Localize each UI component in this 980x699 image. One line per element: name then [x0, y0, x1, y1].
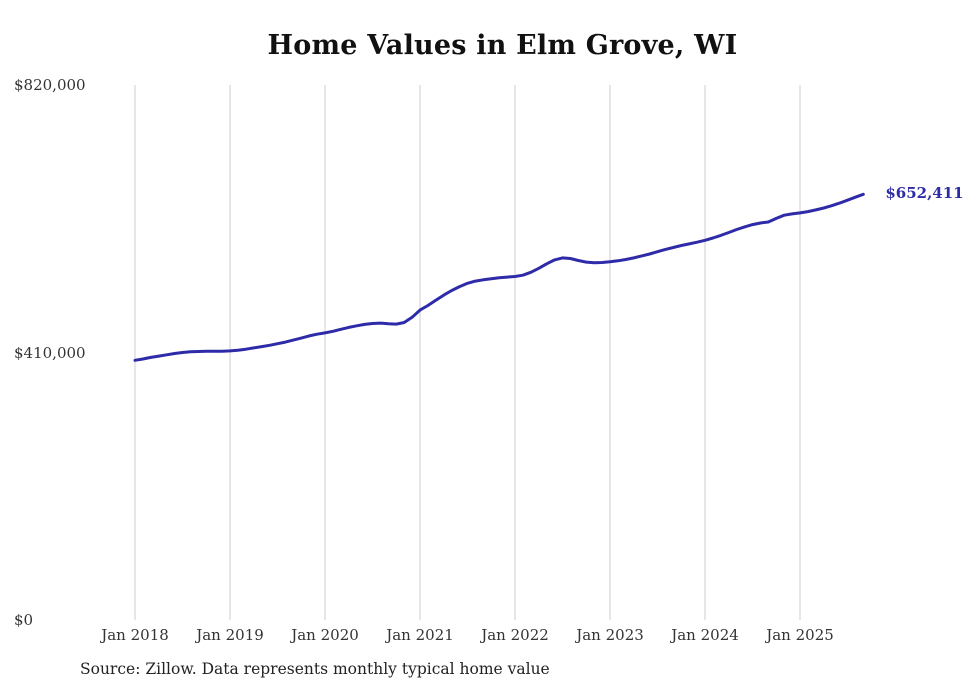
x-axis-label: Jan 2023 [576, 626, 644, 644]
y-axis-label: $0 [14, 611, 34, 629]
source-note: Source: Zillow. Data represents monthly … [80, 660, 550, 678]
y-axis-label: $820,000 [14, 76, 86, 94]
end-value-label: $652,411 [885, 184, 964, 203]
home-value-line [133, 192, 865, 362]
x-axis-label: Jan 2018 [101, 626, 169, 644]
x-axis-label: Jan 2021 [386, 626, 454, 644]
y-axis-label: $410,000 [14, 343, 86, 362]
x-axis-label: Jan 2025 [766, 626, 834, 644]
x-axis-label: Jan 2022 [481, 626, 549, 644]
x-axis-label: Jan 2024 [671, 626, 739, 644]
x-axis-label: Jan 2020 [291, 626, 359, 644]
chart-title: Home Values in Elm Grove, WI [267, 30, 738, 61]
x-axis-label: Jan 2019 [196, 626, 264, 644]
